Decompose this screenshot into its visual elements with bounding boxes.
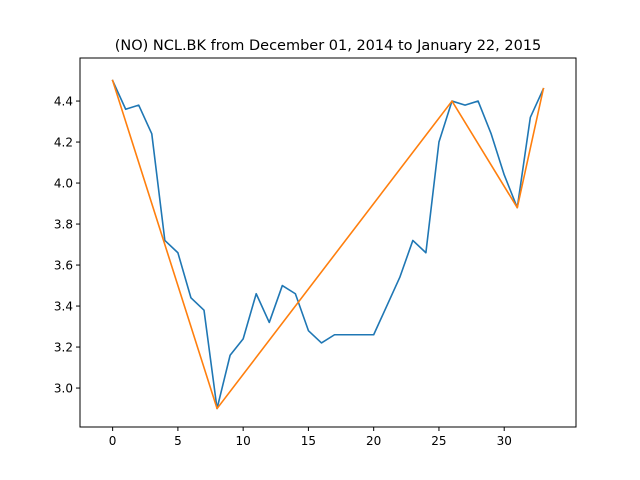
y-tick-label: 4.4: [54, 95, 73, 109]
plot-lines: [111, 79, 545, 410]
x-tick-label: 20: [366, 434, 381, 448]
chart-title: (NO) NCL.BK from December 01, 2014 to Ja…: [115, 38, 542, 54]
x-tick-label: 15: [301, 434, 316, 448]
x-tick-label: 5: [174, 434, 182, 448]
x-tick-label: 25: [431, 434, 446, 448]
x-tick-label: 10: [236, 434, 251, 448]
y-tick-label: 4.2: [54, 136, 73, 150]
y-tick-label: 3.2: [54, 341, 73, 355]
y-tick-label: 3.4: [54, 300, 73, 314]
plot-frame: [79, 57, 577, 428]
series-line-2: [111, 79, 545, 410]
y-axis: 3.0 3.2 3.4 3.6 3.8 4.0 4.2 4.4: [54, 95, 80, 396]
y-tick-label: 3.0: [54, 382, 73, 396]
x-tick-label: 30: [497, 434, 512, 448]
y-tick-label: 3.6: [54, 259, 73, 273]
x-tick-label: 0: [109, 434, 117, 448]
y-tick-label: 3.8: [54, 218, 73, 232]
series-line-1: [111, 79, 545, 410]
y-tick-label: 4.0: [54, 177, 73, 191]
x-axis: 0 5 10 15 20 25 30: [109, 427, 512, 448]
